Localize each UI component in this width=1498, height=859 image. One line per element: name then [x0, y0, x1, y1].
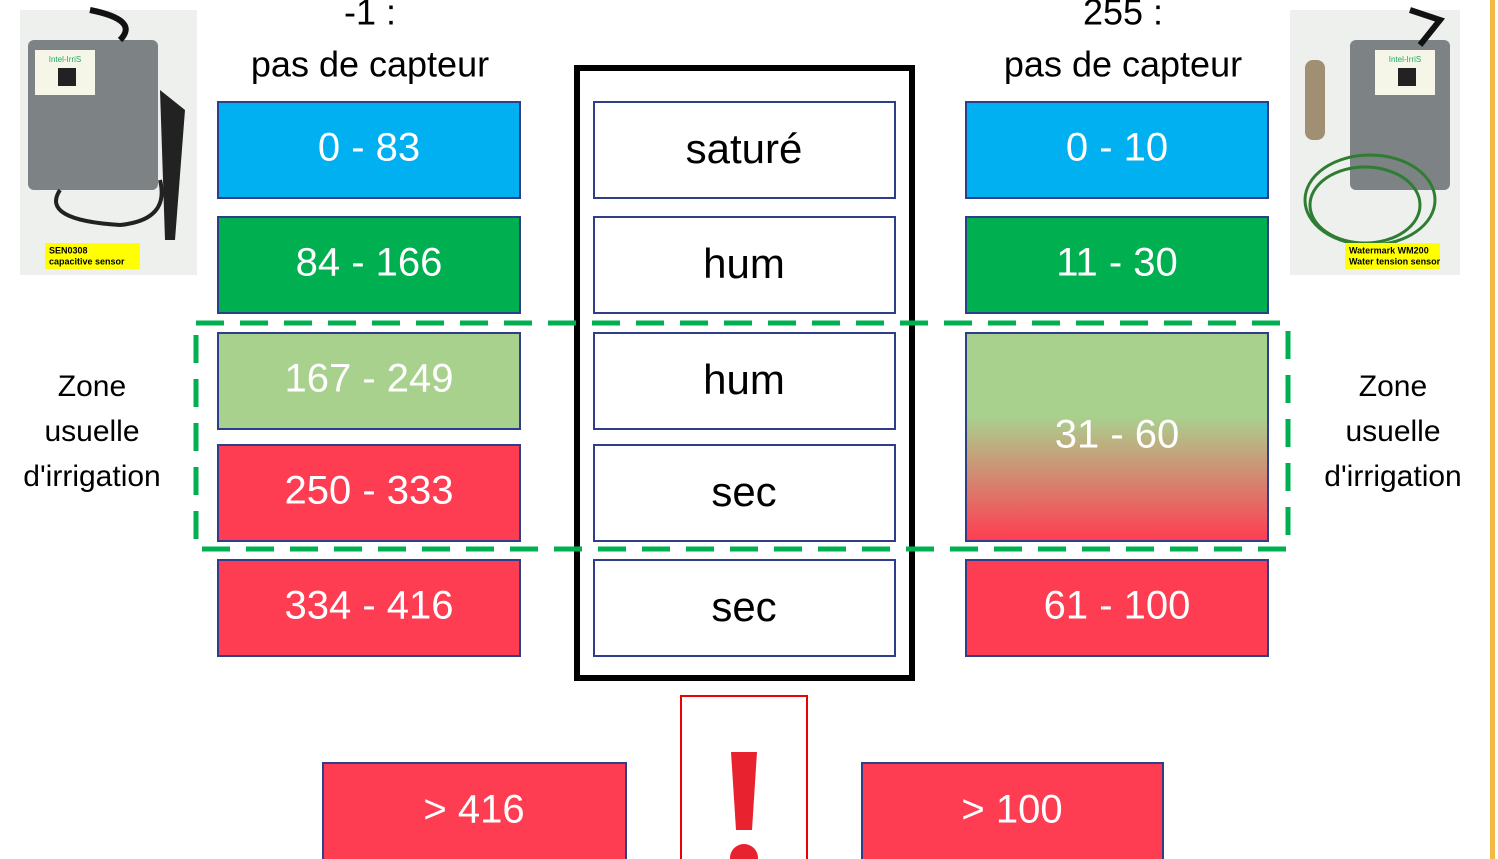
header-code: 255 :	[1083, 0, 1163, 33]
state-box	[593, 559, 896, 657]
range-label: 167 - 249	[284, 357, 453, 401]
range-box	[217, 444, 521, 542]
range-label: 250 - 333	[284, 469, 453, 513]
alert-box	[861, 762, 1164, 859]
state-frame	[574, 65, 915, 681]
zone-label: Zone	[58, 370, 126, 403]
state-label: saturé	[686, 125, 803, 172]
caption: SEN0308	[49, 245, 88, 255]
warning-dot	[730, 844, 758, 859]
caption: capacitive sensor	[49, 256, 125, 266]
state-box	[593, 332, 896, 430]
zone-label: usuelle	[44, 415, 139, 448]
sensor-right: Intel-IrriS Watermark WM200 Water tensio…	[1290, 7, 1460, 275]
range-box	[217, 332, 521, 430]
edge-bar	[1490, 0, 1495, 859]
range-label: 61 - 100	[1044, 584, 1191, 628]
sensor-left: Intel-IrriS SEN0308 capacitive sensor	[20, 7, 197, 275]
header-text: pas de capteur	[251, 44, 489, 85]
zone-label: d'irrigation	[23, 460, 160, 493]
state-box	[593, 101, 896, 199]
range-label: 0 - 10	[1066, 126, 1168, 170]
range-box	[217, 101, 521, 199]
state-label: sec	[711, 468, 776, 515]
range-label: 11 - 30	[1056, 241, 1178, 285]
state-label: hum	[703, 356, 785, 403]
range-label: 0 - 83	[318, 126, 420, 170]
state-label: sec	[711, 583, 776, 630]
range-box	[217, 216, 521, 314]
state-box	[593, 444, 896, 542]
usual-zone	[193, 320, 1291, 552]
range-label: 31 - 60	[1055, 413, 1180, 457]
range-box	[965, 332, 1269, 542]
warning-icon	[731, 752, 757, 830]
range-box	[965, 559, 1269, 657]
zone-label: d'irrigation	[1324, 460, 1461, 493]
zone-label: Zone	[1359, 370, 1427, 403]
brand: Intel-IrriS	[49, 55, 81, 64]
range-box	[965, 216, 1269, 314]
caption: Watermark WM200	[1349, 245, 1429, 255]
state-label: hum	[703, 240, 785, 287]
zone-label: usuelle	[1345, 415, 1440, 448]
range-box	[217, 559, 521, 657]
alert-box	[322, 762, 627, 859]
brand: Intel-IrriS	[1389, 55, 1421, 64]
header-code: -1 :	[344, 0, 396, 33]
alert-label: > 100	[961, 788, 1062, 832]
state-box	[593, 216, 896, 314]
caption: Water tension sensor	[1349, 256, 1441, 266]
range-box	[965, 101, 1269, 199]
range-label: 334 - 416	[284, 584, 453, 628]
range-label: 84 - 166	[296, 241, 443, 285]
alert-label: > 416	[423, 788, 524, 832]
warning-frame	[680, 695, 808, 859]
header-text: pas de capteur	[1004, 44, 1242, 85]
